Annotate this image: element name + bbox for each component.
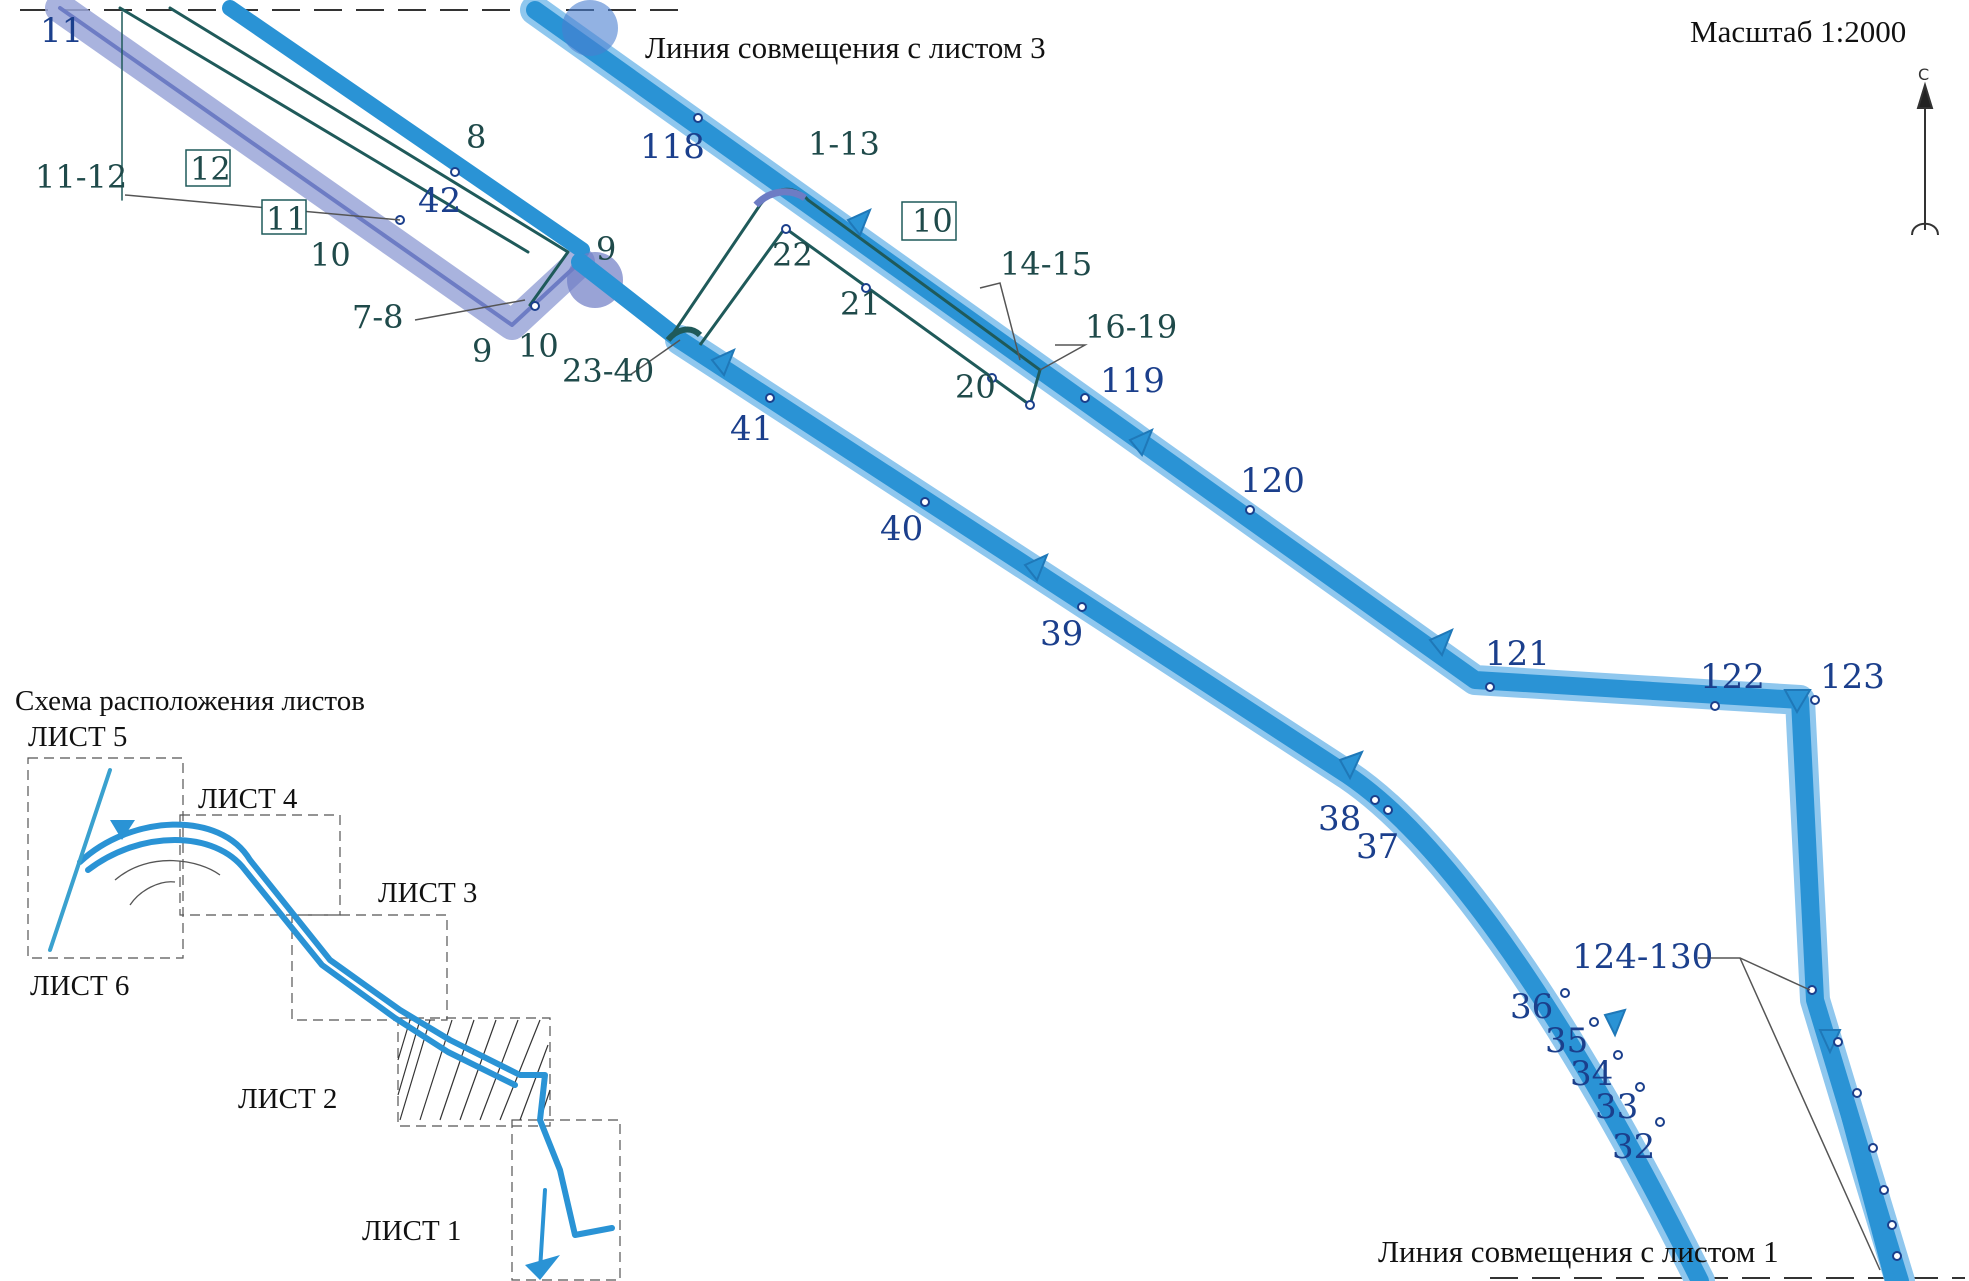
node-label: 9 — [472, 332, 492, 370]
node-label: 11-12 — [35, 158, 127, 196]
inset-pipeline — [48, 768, 615, 1272]
node-label: 10 — [518, 327, 559, 365]
north-arrow-icon — [1911, 81, 1939, 236]
node-label: 36 — [1510, 987, 1553, 1027]
node-label: 41 — [730, 409, 773, 449]
match-line-top: Линия совмещения с листом 3 — [645, 30, 1046, 65]
node-label: 10 — [912, 202, 953, 240]
node-label: 23-40 — [562, 352, 654, 390]
node-label: 34 — [1570, 1054, 1613, 1094]
flow-arrows — [710, 208, 1842, 1055]
node-label: 38 — [1318, 799, 1361, 839]
station-points — [395, 113, 1902, 1261]
node-label: 21 — [840, 285, 881, 323]
left-pipeline — [45, 0, 623, 340]
branch-pipeline — [571, 253, 1715, 1281]
inset-thin-lines — [114, 859, 221, 906]
node-label: 20 — [955, 368, 996, 406]
node-label: 14-15 — [1000, 245, 1092, 283]
node-label: 40 — [880, 509, 923, 549]
node-label: 120 — [1240, 461, 1305, 501]
node-label: 32 — [1612, 1127, 1655, 1167]
sheet-layout-inset: Схема расположения листов — [15, 685, 621, 1281]
node-label: 11 — [40, 11, 83, 51]
node-label: 122 — [1700, 657, 1765, 697]
inset-sheet-4: ЛИСТ 4 — [198, 783, 298, 815]
node-label: 124-130 — [1572, 937, 1713, 977]
node-label: 7-8 — [352, 298, 404, 336]
node-label: 33 — [1595, 1087, 1638, 1127]
node-label: 9 — [596, 230, 616, 268]
inset-sheet-3: ЛИСТ 3 — [378, 877, 477, 909]
node-label: 121 — [1485, 634, 1550, 674]
inset-title: Схема расположения листов — [15, 685, 365, 717]
node-label: 10 — [310, 236, 351, 274]
node-label: 35 — [1545, 1021, 1588, 1061]
north-label: С — [1918, 65, 1929, 84]
inset-sheet-5: ЛИСТ 5 — [28, 721, 127, 753]
node-label: 1-13 — [808, 125, 880, 163]
main-pipeline — [520, 0, 1915, 1281]
inset-sheet-6: ЛИСТ 6 — [30, 970, 129, 1002]
node-label: 8 — [466, 118, 486, 156]
node-label: 119 — [1100, 361, 1165, 401]
node-label: 16-19 — [1085, 308, 1177, 346]
inset-sheet-frames — [27, 757, 621, 1281]
loop-network — [665, 187, 1042, 408]
node-label: 37 — [1356, 827, 1399, 867]
leader-lines — [124, 194, 1881, 1271]
match-line-bottom: Линия совмещения с листом 1 — [1378, 1234, 1779, 1269]
node-label: 123 — [1820, 657, 1885, 697]
scale-label: Масштаб 1:2000 — [1690, 14, 1906, 49]
node-label: 42 — [418, 181, 461, 221]
node-label: 12 — [190, 150, 231, 188]
inset-sheet-1: ЛИСТ 1 — [362, 1215, 461, 1247]
boxed-labels — [185, 149, 957, 241]
inset-sheet-2: ЛИСТ 2 — [238, 1083, 337, 1115]
inset-arrows — [110, 820, 560, 1280]
node-label: 39 — [1040, 614, 1083, 654]
node-label: 11 — [266, 200, 307, 238]
node-label: 118 — [640, 127, 705, 167]
node-label: 22 — [772, 236, 813, 274]
